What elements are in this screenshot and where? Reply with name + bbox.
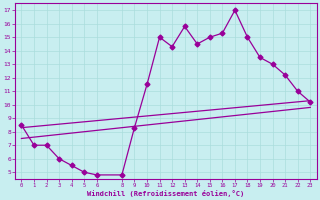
X-axis label: Windchill (Refroidissement éolien,°C): Windchill (Refroidissement éolien,°C) <box>87 190 244 197</box>
